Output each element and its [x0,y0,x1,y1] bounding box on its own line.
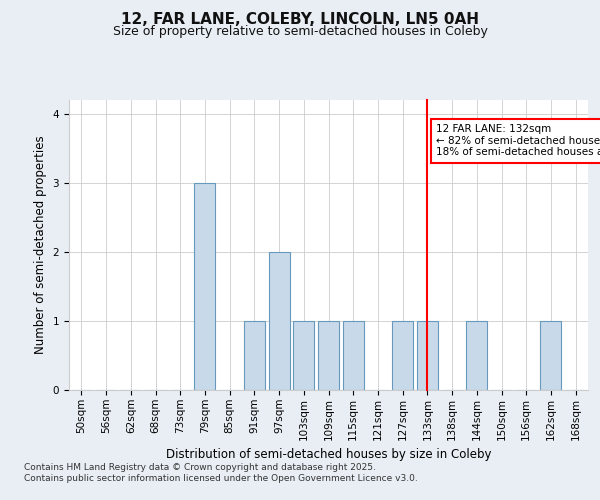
Text: 12 FAR LANE: 132sqm
← 82% of semi-detached houses are smaller (9)
18% of semi-de: 12 FAR LANE: 132sqm ← 82% of semi-detach… [436,124,600,158]
Bar [466,321,487,390]
Bar [417,321,438,390]
Text: 12, FAR LANE, COLEBY, LINCOLN, LN5 0AH: 12, FAR LANE, COLEBY, LINCOLN, LN5 0AH [121,12,479,28]
Bar [293,321,314,390]
Y-axis label: Number of semi-detached properties: Number of semi-detached properties [34,136,47,354]
Text: Contains public sector information licensed under the Open Government Licence v3: Contains public sector information licen… [24,474,418,483]
Bar [244,321,265,390]
Bar [343,321,364,390]
Bar [269,252,290,390]
Bar [194,183,215,390]
Bar [318,321,339,390]
Bar [392,321,413,390]
Text: Contains HM Land Registry data © Crown copyright and database right 2025.: Contains HM Land Registry data © Crown c… [24,462,376,471]
X-axis label: Distribution of semi-detached houses by size in Coleby: Distribution of semi-detached houses by … [166,448,491,461]
Bar [541,321,562,390]
Text: Size of property relative to semi-detached houses in Coleby: Size of property relative to semi-detach… [113,25,487,38]
